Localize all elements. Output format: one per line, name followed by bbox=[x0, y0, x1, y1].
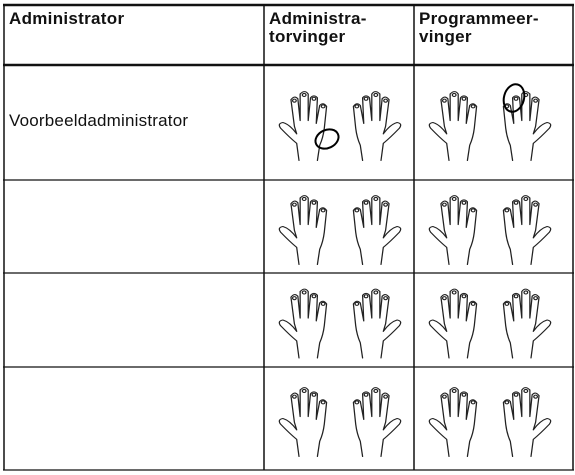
hand-left bbox=[428, 386, 478, 458]
hand-right bbox=[352, 194, 402, 266]
finger-mark bbox=[502, 83, 526, 113]
hand-right bbox=[502, 288, 552, 359]
hand-left bbox=[278, 288, 328, 359]
hand-right bbox=[352, 90, 402, 162]
hand-left bbox=[278, 194, 328, 266]
hand-left bbox=[278, 90, 328, 162]
hand-left bbox=[428, 194, 478, 266]
administrator-name: Voorbeeldadministrator bbox=[9, 111, 189, 130]
finger-mark bbox=[314, 128, 340, 150]
hand-right bbox=[502, 194, 552, 266]
header-admin-fingers: Administra- torvinger bbox=[269, 9, 367, 46]
hand-right bbox=[502, 90, 552, 162]
hand-right bbox=[502, 386, 552, 458]
hand-right bbox=[352, 386, 402, 458]
header-administrator: Administrator bbox=[9, 9, 125, 28]
hand-left bbox=[428, 288, 478, 359]
hand-left bbox=[428, 90, 478, 162]
header-programmer-fingers: Programmeer- vinger bbox=[419, 9, 539, 46]
hand-left bbox=[278, 386, 328, 458]
hand-right bbox=[352, 288, 402, 359]
